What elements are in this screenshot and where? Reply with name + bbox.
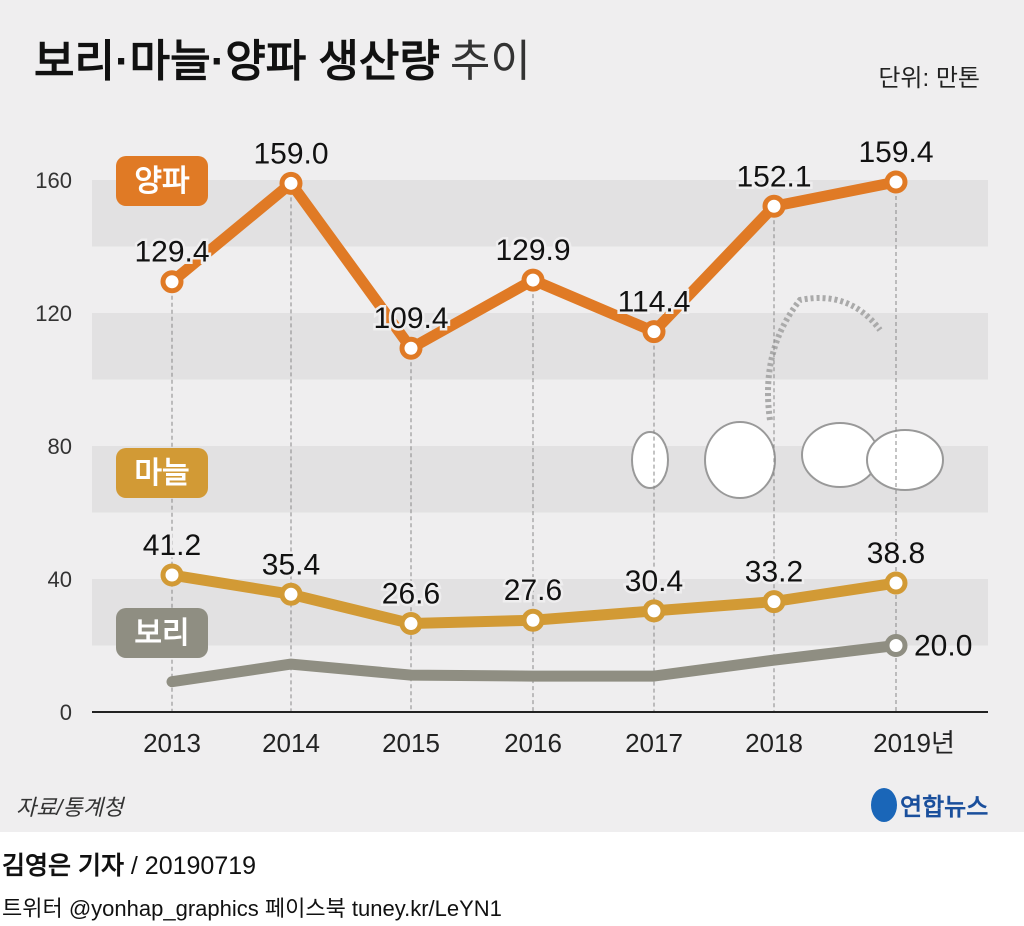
data-label: 129.4 bbox=[134, 236, 209, 269]
data-point bbox=[884, 571, 908, 595]
unit-label: 단위: 만톤 bbox=[878, 65, 980, 92]
data-label: 114.4 bbox=[618, 286, 691, 319]
legend-label: 마늘 bbox=[134, 457, 189, 490]
legend-tag bbox=[116, 608, 208, 658]
data-point bbox=[399, 612, 423, 636]
series-2: 20.0 보리 bbox=[116, 608, 972, 688]
y-tick-label: 160 bbox=[35, 168, 72, 193]
data-label: 159.4 bbox=[858, 136, 933, 169]
byline: 김영은 기자 / 20190719 bbox=[2, 846, 256, 882]
y-tick-label: 80 bbox=[48, 434, 72, 459]
data-point bbox=[642, 599, 666, 623]
date: / 20190719 bbox=[130, 852, 257, 880]
data-label: 35.4 bbox=[262, 548, 320, 581]
data-point bbox=[521, 608, 545, 632]
social-links: 트위터 @yonhap_graphics 페이스북 tuney.kr/LeYN1 bbox=[2, 896, 502, 921]
legend-label: 양파 bbox=[134, 165, 190, 198]
x-tick-label: 2018 bbox=[745, 728, 803, 758]
title-bold: 보리·마늘·양파 생산량 bbox=[34, 37, 440, 86]
data-point bbox=[521, 268, 545, 292]
yonhap-logo: 연합뉴스 bbox=[871, 788, 988, 822]
data-label: 129.9 bbox=[495, 234, 570, 267]
data-label: 30.4 bbox=[625, 565, 683, 598]
data-label: 109.4 bbox=[373, 302, 448, 335]
x-tick-label: 2014 bbox=[262, 728, 320, 758]
data-label: 159.0 bbox=[253, 137, 328, 170]
data-point bbox=[160, 563, 184, 587]
legend-tag bbox=[116, 156, 208, 206]
data-point bbox=[762, 590, 786, 614]
data-point bbox=[884, 170, 908, 194]
data-label: 26.6 bbox=[382, 578, 440, 611]
crop-illustration bbox=[631, 295, 944, 499]
data-label: 38.8 bbox=[867, 537, 925, 570]
chart-title: 보리·마늘·양파 생산량 추이 bbox=[34, 37, 531, 86]
y-tick-label: 120 bbox=[35, 301, 72, 326]
series-1: 41.2 35.4 26.6 27.6 30.4 33.2 38.8 마늘 bbox=[116, 448, 928, 636]
svg-text:연합뉴스: 연합뉴스 bbox=[900, 794, 988, 821]
data-point bbox=[884, 634, 908, 657]
data-point bbox=[160, 270, 184, 294]
y-tick-label: 40 bbox=[48, 567, 72, 592]
data-point bbox=[762, 194, 786, 218]
data-point bbox=[399, 336, 423, 360]
x-tick-label: 2015 bbox=[382, 728, 440, 758]
title-light: 추이 bbox=[450, 37, 531, 86]
data-point bbox=[279, 582, 303, 606]
x-tick-label: 2013 bbox=[143, 728, 201, 758]
line-chart: 보리·마늘·양파 생산량 추이 단위: 만톤 0 40 80 120 160 2013 201… bbox=[16, 37, 988, 822]
x-tick-label: 2016 bbox=[504, 728, 562, 758]
data-point bbox=[279, 171, 303, 195]
data-label: 152.1 bbox=[736, 160, 811, 193]
legend-label: 보리 bbox=[134, 617, 189, 650]
series-0: 129.4 159.0 109.4 129.9 114.4 152.1 159.4 양파 bbox=[116, 133, 936, 360]
data-label: 41.2 bbox=[143, 529, 201, 562]
data-label: 20.0 bbox=[914, 630, 972, 663]
legend-tag bbox=[116, 448, 208, 498]
data-label: 33.2 bbox=[745, 556, 803, 589]
series-line bbox=[166, 640, 902, 688]
reporter-name: 김영은 기자 bbox=[2, 852, 124, 880]
x-tick-label: 2017 bbox=[625, 728, 683, 758]
chart-area bbox=[0, 0, 1024, 832]
source-label: 자료/통계청 bbox=[16, 795, 126, 820]
data-label: 27.6 bbox=[504, 574, 562, 607]
grid-band bbox=[92, 313, 988, 380]
data-point bbox=[642, 320, 666, 344]
y-tick-label: 0 bbox=[60, 700, 72, 725]
x-tick-label: 2019년 bbox=[873, 728, 955, 758]
